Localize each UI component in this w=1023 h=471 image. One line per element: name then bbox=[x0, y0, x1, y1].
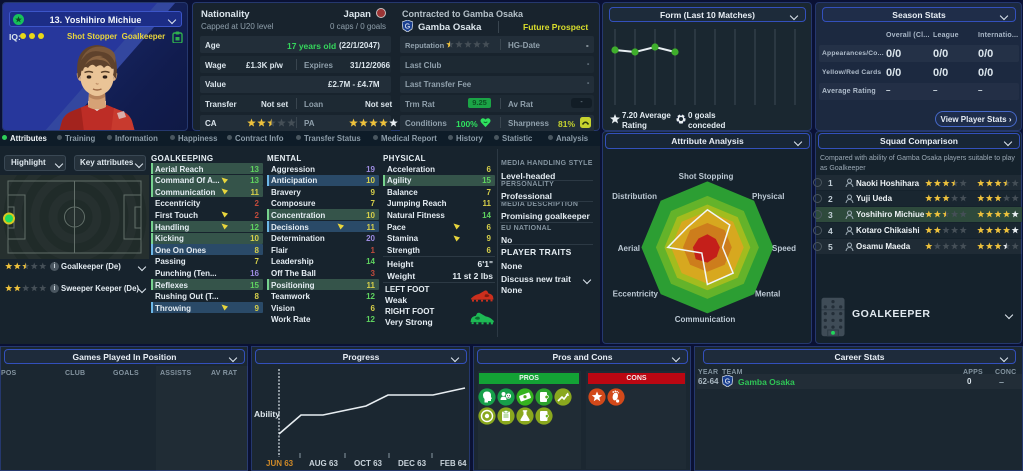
svg-text:Mental: Mental bbox=[755, 290, 780, 299]
svg-text:Aerial: Aerial bbox=[618, 244, 640, 253]
svg-text:Eccentricity: Eccentricity bbox=[613, 290, 659, 299]
svg-text:G: G bbox=[405, 24, 410, 31]
svg-text:Shot Stopping: Shot Stopping bbox=[679, 172, 734, 181]
svg-text:Speed: Speed bbox=[772, 244, 796, 253]
svg-text:G: G bbox=[725, 379, 730, 386]
svg-text:Physical: Physical bbox=[752, 192, 784, 201]
svg-text:Communication: Communication bbox=[675, 315, 736, 324]
svg-text:Distribution: Distribution bbox=[612, 192, 657, 201]
